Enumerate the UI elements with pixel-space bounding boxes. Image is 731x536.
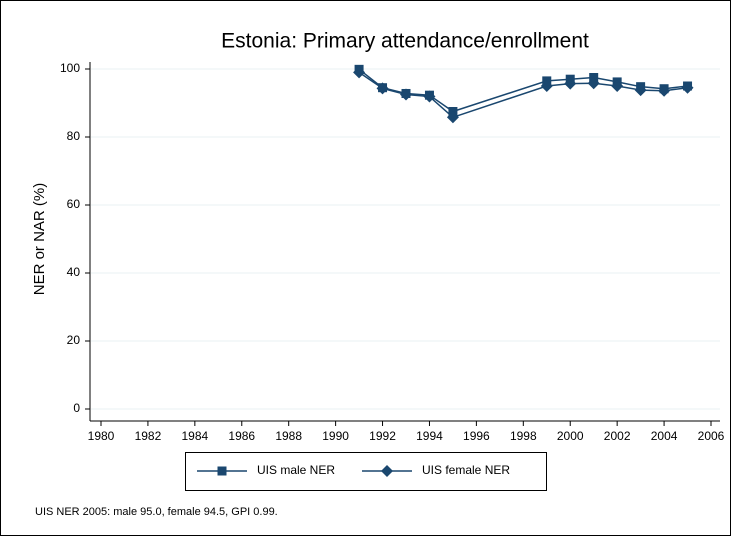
x-tick-label: 1990 [322, 429, 349, 443]
y-tick-label: 40 [67, 265, 81, 279]
diamond-marker [658, 84, 671, 97]
x-tick-label: 2006 [698, 429, 725, 443]
y-tick-label: 60 [67, 197, 81, 211]
diamond-marker [564, 77, 577, 90]
note: UIS NER 2005: male 95.0, female 94.5, GP… [35, 506, 278, 518]
x-tick-label: 1980 [88, 429, 115, 443]
x-tick-label: 1992 [369, 429, 396, 443]
y-axis-label: NER or NAR (%) [31, 183, 48, 296]
diamond-marker [540, 80, 553, 92]
legend-label: UIS male NER [257, 463, 335, 477]
diamond-marker [353, 66, 366, 79]
x-tick-label: 1996 [463, 429, 490, 443]
x-tick-label: 1986 [228, 429, 255, 443]
y-tick-label: 100 [60, 61, 80, 75]
diamond-marker [423, 90, 436, 103]
diamond-marker [376, 82, 389, 95]
y-tick-label: 80 [67, 129, 81, 143]
diamond-marker [681, 81, 694, 94]
y-tick-label: 0 [73, 401, 80, 415]
x-tick-label: 2002 [604, 429, 631, 443]
x-tick-label: 2004 [651, 429, 678, 443]
diamond-marker [634, 84, 647, 97]
diamond-marker [381, 465, 393, 477]
legend-label: UIS female NER [422, 463, 510, 477]
diamond-marker [400, 88, 412, 101]
diamond-marker [587, 77, 600, 90]
diamond-marker [446, 111, 459, 124]
x-tick-label: 1994 [416, 429, 443, 443]
x-tick-label: 1982 [135, 429, 162, 443]
x-tick-label: 1988 [275, 429, 302, 443]
x-tick-label: 2000 [557, 429, 584, 443]
x-tick-label: 1998 [510, 429, 537, 443]
y-tick-label: 20 [67, 333, 81, 347]
square-marker [217, 466, 227, 476]
diamond-marker [611, 80, 624, 92]
chart-title: Estonia: Primary attendance/enrollment [221, 30, 589, 53]
x-tick-label: 1984 [181, 429, 208, 443]
